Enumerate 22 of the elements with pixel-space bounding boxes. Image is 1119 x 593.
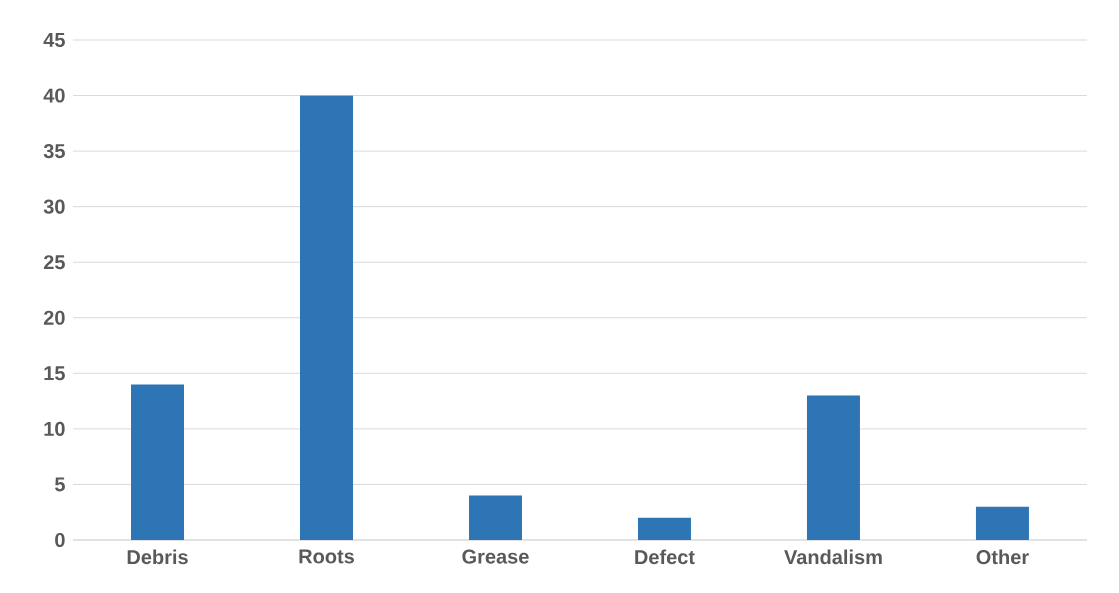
y-tick-label: 45 bbox=[43, 33, 65, 47]
bar bbox=[975, 506, 1029, 540]
x-tick-label: Other bbox=[976, 549, 1029, 565]
y-tick-label: 40 bbox=[43, 88, 65, 103]
bar bbox=[131, 384, 184, 540]
y-tick-label: 25 bbox=[43, 255, 65, 270]
y-tick-label: 20 bbox=[43, 310, 65, 325]
y-tick-label: 35 bbox=[43, 144, 65, 159]
x-tick-label: Grease bbox=[462, 549, 529, 564]
y-tick-label: 10 bbox=[44, 421, 65, 436]
bar bbox=[468, 495, 522, 540]
y-tick-label: 15 bbox=[44, 366, 65, 381]
x-tick-label: Debris bbox=[127, 549, 188, 565]
bar bbox=[637, 517, 691, 540]
x-tick-label: Vandalism bbox=[784, 549, 882, 565]
y-tick-label: 30 bbox=[43, 199, 65, 214]
y-tick-label: 0 bbox=[55, 532, 65, 548]
x-tick-label: Defect bbox=[635, 549, 695, 565]
bar bbox=[806, 395, 860, 540]
y-tick-label: 5 bbox=[54, 477, 65, 492]
bar bbox=[299, 95, 353, 540]
x-tick-label: Roots bbox=[299, 549, 355, 564]
